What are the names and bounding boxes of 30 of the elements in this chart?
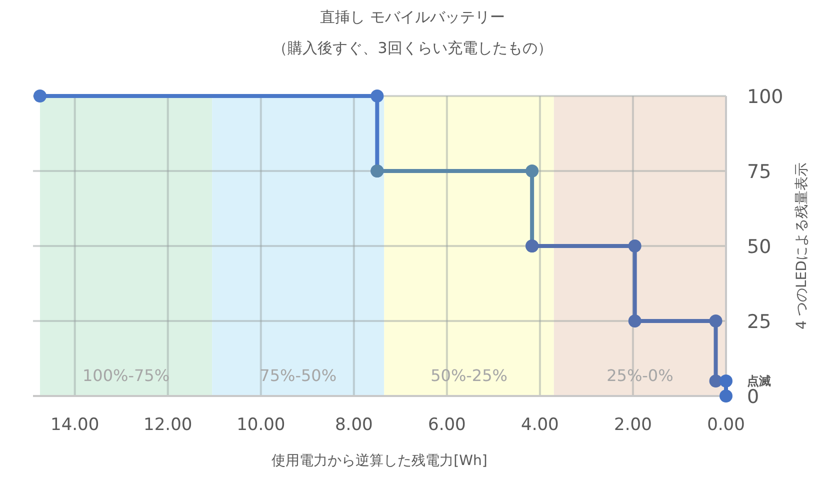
y-tick-label: 75 <box>747 161 772 183</box>
point <box>709 314 722 328</box>
y-tick-label: 0 <box>747 386 760 408</box>
x-tick-label: 6.00 <box>428 415 466 435</box>
y-tick-label: 100 <box>747 86 784 108</box>
x-tick-label: 4.00 <box>521 415 559 435</box>
x-tick-label: 0.00 <box>707 415 745 435</box>
y-tick-label: 50 <box>747 236 772 258</box>
point <box>370 90 384 102</box>
x-tick-label: 14.00 <box>50 415 100 435</box>
y-axis-title: 4 つのLEDによる残量表示 <box>794 162 810 330</box>
band-label: 75%-50% <box>260 366 337 385</box>
point <box>33 90 46 102</box>
point <box>628 240 642 252</box>
point <box>526 164 539 178</box>
x-tick-label: 2.00 <box>614 415 652 435</box>
x-axis-title: 使用電力から逆算した残電力[Wh] <box>272 453 488 469</box>
x-tick-label: 12.00 <box>144 415 192 435</box>
chart-subtitle: （購入後すぐ、3回くらい充電したもの） <box>272 39 552 57</box>
band-label: 25%-0% <box>606 366 674 385</box>
band-label: 100%-75% <box>82 366 170 385</box>
x-tick-label: 8.00 <box>334 415 373 435</box>
y-tick-label: 25 <box>747 311 772 333</box>
point <box>628 314 642 328</box>
point <box>720 390 732 402</box>
band-label: 50%-25% <box>430 366 508 385</box>
annotation: 点滅 <box>747 374 771 388</box>
chart-title: 直挿し モバイルバッテリー <box>320 8 505 26</box>
point <box>720 374 732 388</box>
x-tick-label: 10.00 <box>236 415 286 435</box>
